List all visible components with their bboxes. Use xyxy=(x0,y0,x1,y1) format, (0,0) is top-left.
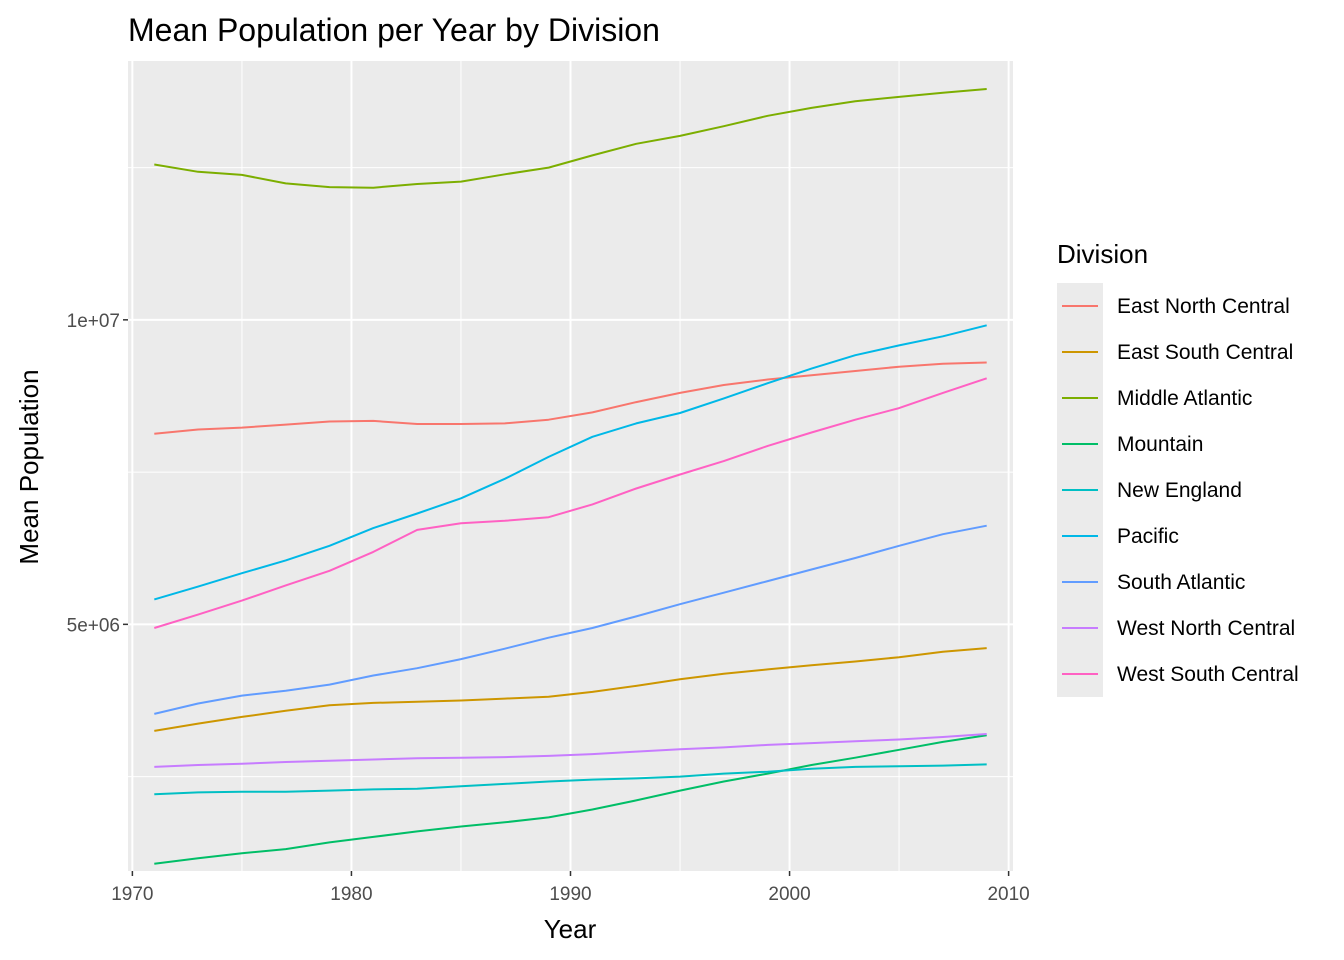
x-tick-label: 2000 xyxy=(768,884,810,905)
axes: 1970 1980 1990 2000 2010 5e+06 1e+07 xyxy=(67,311,1030,905)
series-line-west-north-central xyxy=(154,733,987,768)
legend: Division East North Central East South Ce… xyxy=(1057,239,1299,697)
series-line-new-england xyxy=(154,763,987,796)
legend-label-west-north-central: West North Central xyxy=(1117,617,1295,640)
chart-title: Mean Population per Year by Division xyxy=(128,12,660,48)
x-axis-title: Year xyxy=(544,914,597,944)
y-tick-label: 5e+06 xyxy=(67,615,120,636)
legend-label-mountain: Mountain xyxy=(1117,433,1203,456)
series-line-south-atlantic xyxy=(154,524,987,715)
series-line-east-south-central xyxy=(154,647,987,732)
legend-label-middle-atlantic: Middle Atlantic xyxy=(1117,387,1252,410)
series-line-west-south-central xyxy=(154,377,988,629)
y-tick-label: 1e+07 xyxy=(67,311,120,332)
x-tick-label: 1980 xyxy=(330,884,372,905)
x-tick-label: 2010 xyxy=(987,884,1029,905)
series-lines xyxy=(154,88,988,865)
series-line-east-north-central xyxy=(154,361,987,435)
x-tick-label: 1990 xyxy=(549,884,591,905)
grid-lines xyxy=(128,61,1013,871)
legend-label-new-england: New England xyxy=(1117,479,1242,502)
series-line-pacific xyxy=(154,324,987,601)
legend-label-south-atlantic: South Atlantic xyxy=(1117,571,1245,594)
series-line-middle-atlantic xyxy=(154,88,987,189)
y-axis-title: Mean Population xyxy=(14,369,44,564)
legend-label-east-north-central: East North Central xyxy=(1117,295,1290,318)
legend-label-west-south-central: West South Central xyxy=(1117,663,1299,686)
legend-title: Division xyxy=(1057,239,1148,269)
legend-label-east-south-central: East South Central xyxy=(1117,341,1293,364)
series-line-mountain xyxy=(154,734,987,865)
legend-label-pacific: Pacific xyxy=(1117,525,1179,548)
x-tick-label: 1970 xyxy=(111,884,153,905)
